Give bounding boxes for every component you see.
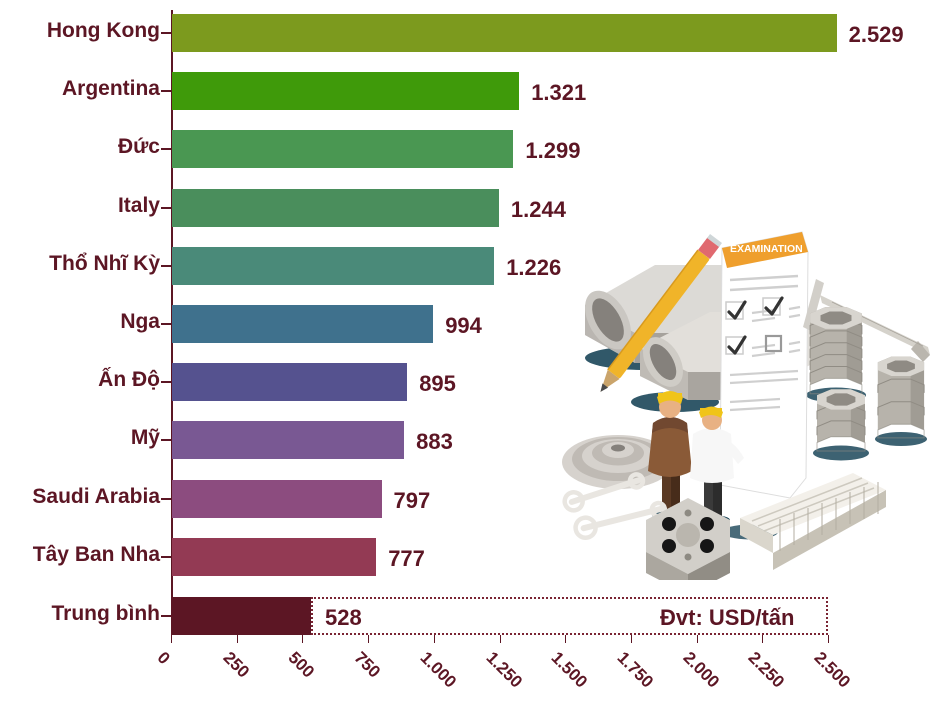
svg-text:EXAMINATION: EXAMINATION xyxy=(730,243,803,255)
